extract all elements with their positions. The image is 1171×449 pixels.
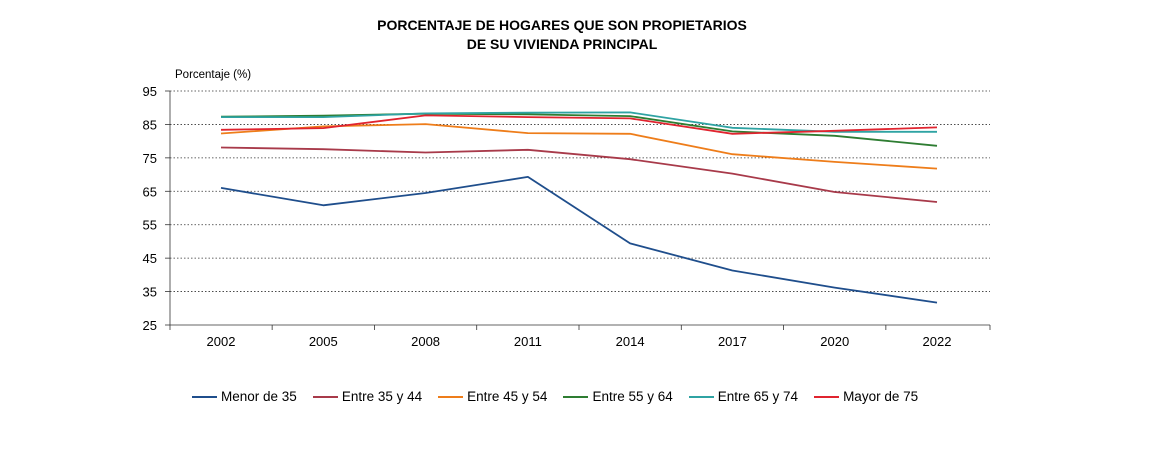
legend: Menor de 35 Entre 35 y 44 Entre 45 y 54 Ent… [192,389,934,404]
x-tick-label: 2022 [923,334,952,349]
legend-item: Mayor de 75 [814,389,918,404]
x-tick-label: 2011 [514,334,542,349]
legend-label: Menor de 35 [221,389,297,404]
x-tick-labels: 2002 2005 2008 2011 2014 2017 2020 2022 [207,334,952,349]
y-tick-labels: 95 85 75 65 55 45 35 25 [143,84,157,333]
chart-title-line-2: DE SU VIVIENDA PRINCIPAL [466,36,658,52]
y-tick-label: 35 [143,285,157,300]
legend-item: Menor de 35 [192,389,297,404]
y-tick-label: 65 [143,184,157,199]
legend-swatch [438,395,464,398]
y-tick-label: 75 [143,151,157,166]
series-line-entre-55-y-64 [220,112,938,147]
x-tick-label: 2002 [207,334,236,349]
legend-label: Entre 55 y 64 [592,389,673,404]
x-tick-label: 2008 [411,334,440,349]
grid-lines [170,90,990,292]
legend-swatch [312,395,338,398]
legend-label: Mayor de 75 [843,389,919,404]
y-tick-label: 85 [143,117,157,132]
y-tick-label: 95 [143,84,157,99]
legend-label: Entre 45 y 54 [467,389,548,404]
legend-swatch [563,395,589,398]
chart-title: PORCENTAJE DE HOGARES QUE SON PROPIETARI… [0,16,1124,54]
legend-item: Entre 55 y 64 [563,389,673,404]
y-tick-label: 45 [143,251,157,266]
chart-title-line-1: PORCENTAJE DE HOGARES QUE SON PROPIETARI… [377,17,747,33]
legend-swatch [192,395,217,398]
legend-swatch [688,395,714,398]
x-tick-label: 2005 [309,334,338,349]
legend-label: Entre 65 y 74 [717,389,799,404]
y-axis-label: Porcentaje (%) [175,69,251,81]
x-tick-label: 2014 [616,334,645,349]
x-tick-label: 2020 [820,334,849,349]
y-tick-label: 55 [143,218,157,233]
legend-swatch [814,395,840,398]
y-tick-label: 25 [143,318,157,333]
axes [165,90,991,330]
legend-label: Entre 35 y 44 [341,389,423,404]
series-line-entre-35-y-44 [220,146,938,203]
legend-item: Entre 65 y 74 [688,389,799,404]
series-line-menor-de-35 [220,175,938,304]
series-lines [220,111,938,304]
series-line-mayor-de-75 [220,114,938,135]
legend-item: Entre 35 y 44 [312,389,423,404]
legend-item: Entre 45 y 54 [438,389,547,404]
x-tick-label: 2017 [718,334,747,349]
